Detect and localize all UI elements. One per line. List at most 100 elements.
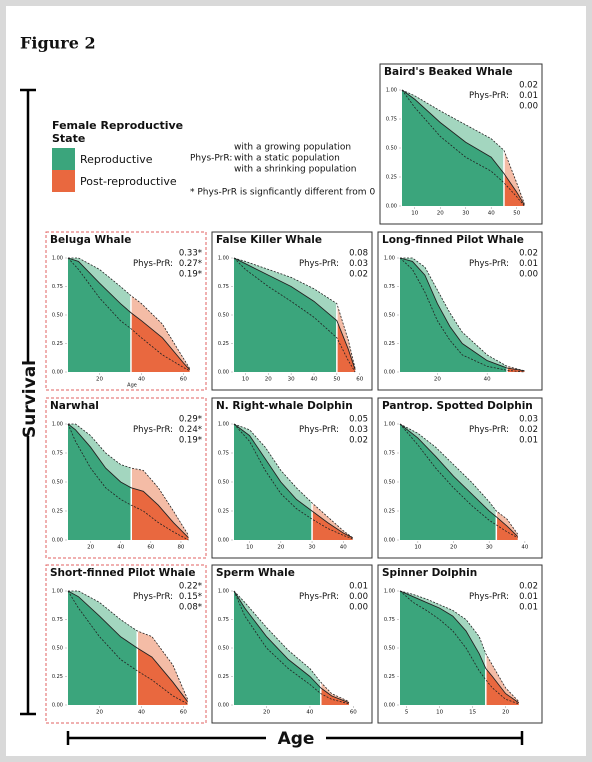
panel-title: Narwhal: [50, 400, 99, 412]
x-tick-label: 20: [502, 710, 509, 716]
survival-line: [67, 257, 191, 371]
x-tick-label: 40: [484, 377, 491, 383]
phys-prr-label: Phys-PrR:: [299, 592, 339, 602]
survival-area: [400, 591, 486, 705]
phys-prr-value: 0.08: [349, 249, 368, 259]
panel: Short-finned Pilot Whale 0.22*0.15*0.08* P…: [45, 564, 207, 724]
y-tick-label: 1.00: [384, 422, 395, 428]
panel-title: Long-finned Pilot Whale: [382, 234, 524, 246]
legend-label: with a static population: [234, 154, 340, 164]
range-band: [68, 424, 132, 488]
legend-swatch: [52, 170, 75, 192]
phys-prr-label: Phys-PrR:: [469, 425, 509, 435]
y-axis-label: Survival: [20, 360, 40, 438]
survival-line: [401, 89, 525, 204]
survival-area: [131, 487, 189, 540]
survival-area: [320, 687, 349, 705]
survival-line: [67, 590, 188, 702]
x-tick-label: 60: [180, 710, 187, 716]
x-tick-label: 20: [450, 545, 457, 551]
survival-line: [67, 423, 189, 538]
phys-prr-value: 0.02: [519, 249, 538, 259]
x-tick-label: 15: [469, 710, 476, 716]
survival-line: [67, 423, 189, 541]
y-tick-label: 0.75: [218, 451, 229, 457]
phys-prr-value: 0.27*: [179, 259, 202, 269]
y-tick-label: 0.25: [52, 341, 63, 347]
survival-line: [68, 423, 189, 536]
phys-prr-value: 0.29*: [179, 415, 202, 425]
survival-area: [496, 516, 518, 540]
phys-prr-value: 0.01: [519, 91, 538, 101]
x-tick-label: 60: [180, 377, 187, 383]
y-tick-label: 0.00: [386, 204, 397, 210]
survival-line: [399, 423, 519, 537]
survival-area: [68, 424, 132, 540]
x-tick-label: 5: [405, 710, 409, 716]
legend: Female Reproductive State Reproductive P…: [52, 119, 375, 198]
y-tick-label: 0.75: [218, 284, 229, 290]
survival-line: [399, 423, 519, 535]
legend-label: Reproductive: [80, 153, 153, 166]
survival-area: [68, 591, 138, 705]
survival-line: [233, 257, 356, 373]
y-tick-label: 1.00: [386, 88, 397, 94]
phys-prr-label: Phys-PrR:: [469, 592, 509, 602]
x-tick-label: 40: [311, 377, 318, 383]
y-tick-label: 0.75: [386, 117, 397, 123]
phys-prr-value: 0.08*: [179, 603, 202, 613]
survival-line: [233, 590, 350, 704]
x-tick-label: 20: [265, 377, 272, 383]
phys-prr-value: 0.03: [349, 259, 368, 269]
y-tick-label: 0.25: [218, 341, 229, 347]
x-tick-label: 10: [414, 545, 421, 551]
phys-prr-value: 0.01: [349, 582, 368, 592]
panel: Pantrop. Spotted Dolphin 0.030.020.01 Phys…: [377, 397, 543, 559]
x-tick-label: 60: [356, 377, 363, 383]
range-band: [130, 295, 190, 370]
legend-title: Female Reproductive: [52, 119, 183, 132]
panel-title: Beluga Whale: [50, 234, 131, 246]
y-tick-label: 0.75: [52, 617, 63, 623]
x-tick-label: 50: [513, 211, 520, 217]
survival-line: [399, 590, 520, 702]
survival-line: [399, 590, 519, 705]
y-tick-label: 0.75: [52, 284, 63, 290]
survival-line: [401, 89, 525, 207]
phys-prr-value: 0.02: [519, 81, 538, 91]
survival-area: [68, 258, 131, 372]
x-tick-label: 20: [96, 377, 103, 383]
panel-title: Sperm Whale: [216, 567, 295, 579]
y-tick-label: 1.00: [218, 589, 229, 595]
y-tick-label: 0.00: [52, 538, 63, 544]
phys-prr-value: 0.00: [519, 102, 538, 112]
y-tick-label: 0.50: [384, 646, 395, 652]
x-tick-label: 40: [340, 545, 347, 551]
panel: Spinner Dolphin0.020.010.01Phys-PrR:0.00…: [377, 564, 543, 724]
y-tick-label: 0.25: [218, 674, 229, 680]
survival-line: [68, 257, 191, 369]
range-band: [336, 303, 356, 370]
y-tick-label: 0.50: [384, 313, 395, 319]
phys-prr-label: Phys-PrR:: [299, 259, 339, 269]
survival-line: [233, 423, 353, 539]
x-tick-label: 10: [411, 211, 418, 217]
phys-prr-value: 0.22*: [179, 582, 202, 592]
y-tick-label: 1.00: [384, 256, 395, 262]
y-tick-label: 0.00: [52, 703, 63, 709]
phys-prr-value: 0.19*: [179, 436, 202, 446]
panel-title: Spinner Dolphin: [382, 567, 477, 579]
y-tick-label: 1.00: [52, 589, 63, 595]
phys-prr-value: 0.01: [519, 603, 538, 613]
phys-prr-value: 0.33*: [179, 249, 202, 259]
y-tick-label: 0.50: [52, 313, 63, 319]
phys-prr-value: 0.03: [349, 425, 368, 435]
x-tick-label: 30: [486, 545, 493, 551]
x-tick-label: 40: [521, 545, 528, 551]
figure-title: Figure 2: [20, 34, 96, 53]
x-tick-label: 30: [288, 377, 295, 383]
x-tick-label: 30: [309, 545, 316, 551]
panel: Narwhal 0.29*0.24*0.19* Phys-PrR: 0.00 0.25 0…: [45, 397, 207, 559]
range-band: [131, 468, 189, 538]
